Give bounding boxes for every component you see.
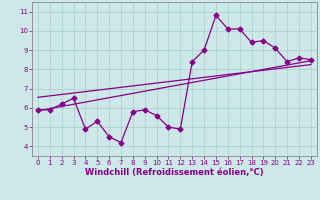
X-axis label: Windchill (Refroidissement éolien,°C): Windchill (Refroidissement éolien,°C) xyxy=(85,168,264,177)
